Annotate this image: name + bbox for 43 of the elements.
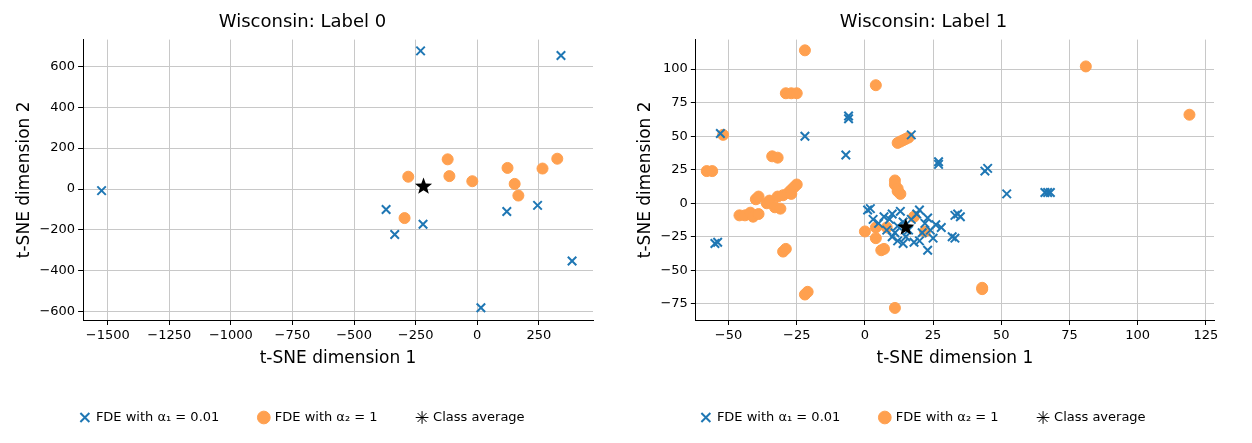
chart-title: Wisconsin: Label 0 <box>218 10 387 32</box>
x-tick-label: −750 <box>274 327 311 343</box>
legend-label: FDE with α₁ = 0.01 <box>95 408 220 424</box>
x-tick-label: 250 <box>526 327 552 343</box>
y-tick-label: 400 <box>50 98 76 114</box>
y-tick-label: 0 <box>679 194 688 210</box>
legend-label: Class average <box>1054 408 1146 424</box>
x-tick-label: 0 <box>860 327 870 343</box>
x-tick-label: −250 <box>397 327 434 343</box>
y-tick-label: 25 <box>671 161 688 177</box>
x-tick-label: −1250 <box>147 327 192 343</box>
y-tick-label: 600 <box>50 57 76 73</box>
legend-label: FDE with α₂ = 1 <box>274 408 378 424</box>
y-axis-title: t-SNE dimension 2 <box>12 101 33 259</box>
y-tick-label: −50 <box>660 261 688 277</box>
x-tick-label: 125 <box>1193 327 1219 343</box>
x-axis-title: t-SNE dimension 1 <box>259 347 417 368</box>
y-tick-label: −200 <box>39 221 76 237</box>
x-tick-label: −500 <box>336 327 372 343</box>
legend-label: FDE with α₂ = 1 <box>895 408 999 424</box>
y-tick-label: 75 <box>671 94 688 110</box>
y-tick-label: −400 <box>39 262 76 278</box>
y-tick-label: 200 <box>50 139 76 155</box>
y-tick-label: −75 <box>660 295 688 311</box>
x-tick-label: 75 <box>1061 327 1078 343</box>
x-axis-title: t-SNE dimension 1 <box>876 347 1034 368</box>
y-axis-title: t-SNE dimension 2 <box>633 101 654 259</box>
x-tick-label: 25 <box>924 327 942 343</box>
legend-label: Class average <box>433 408 525 424</box>
chart-title: Wisconsin: Label 1 <box>839 10 1008 32</box>
x-tick-label: −25 <box>783 327 811 343</box>
legend-label: FDE with α₁ = 0.01 <box>716 408 841 424</box>
x-tick-label: −1000 <box>208 327 253 343</box>
y-tick-label: 50 <box>671 127 688 143</box>
x-tick-label: 50 <box>993 327 1010 343</box>
y-tick-label: −25 <box>660 228 688 244</box>
x-tick-label: 0 <box>473 327 482 343</box>
x-tick-label: −1500 <box>85 327 130 343</box>
x-tick-label: 100 <box>1125 327 1151 343</box>
y-tick-label: 0 <box>66 180 76 196</box>
y-tick-label: −600 <box>39 303 76 319</box>
y-tick-label: 100 <box>663 60 688 76</box>
x-tick-label: −50 <box>714 327 743 343</box>
